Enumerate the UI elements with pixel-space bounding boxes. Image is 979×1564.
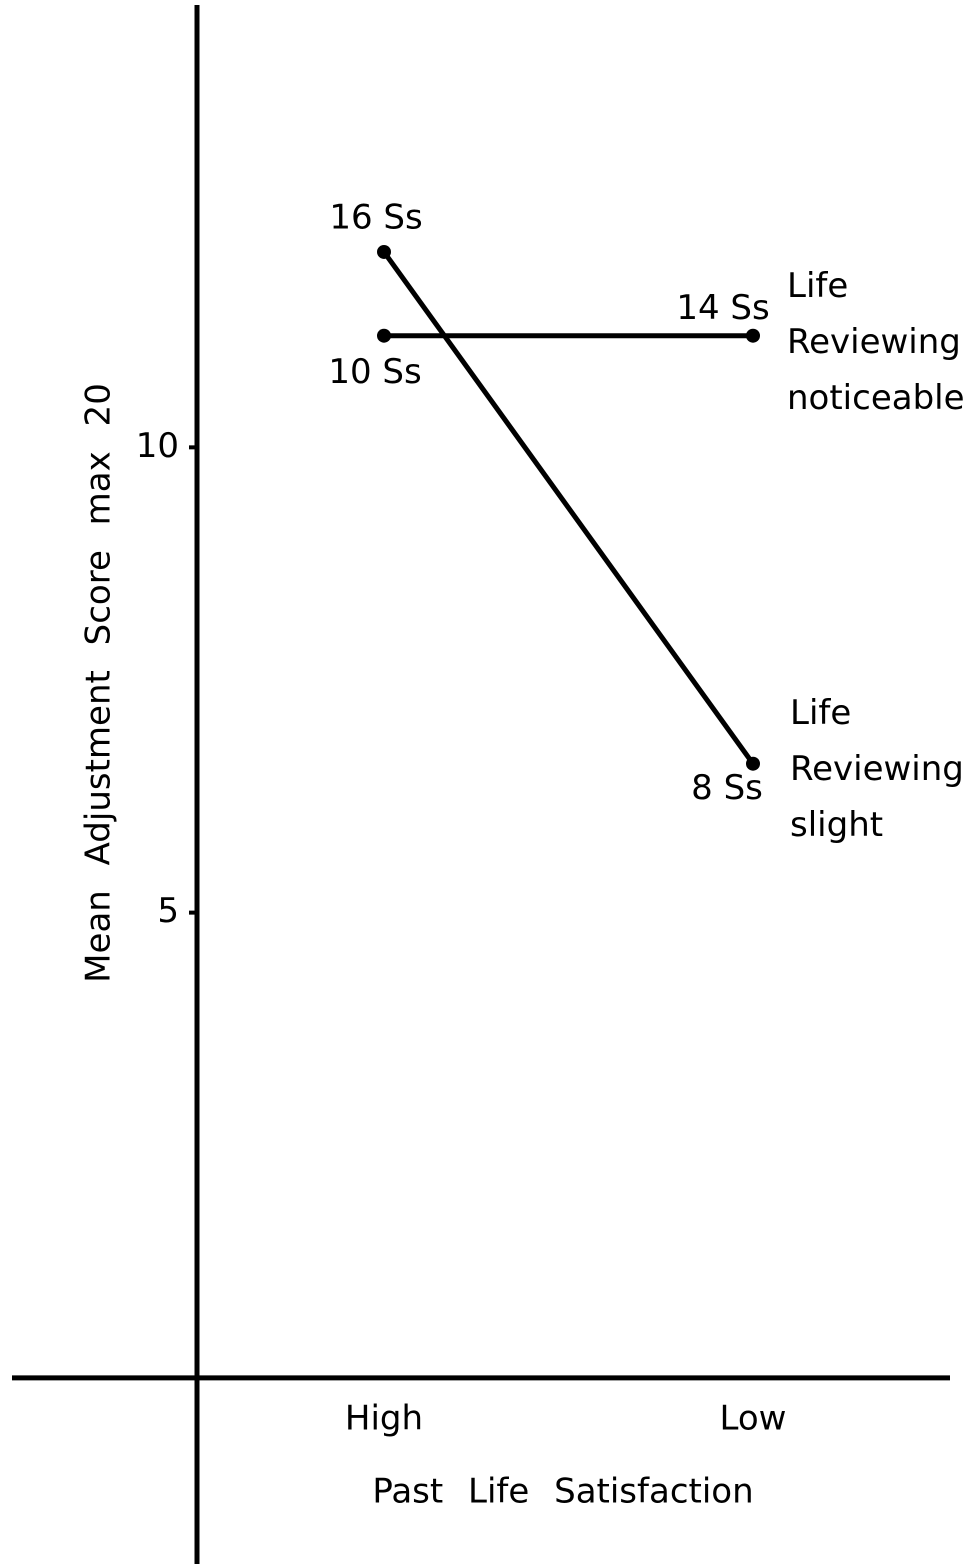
series-line <box>381 250 756 766</box>
point <box>746 328 760 343</box>
point <box>377 328 391 343</box>
x-tick-label: Low <box>720 1399 787 1439</box>
point <box>377 244 391 259</box>
point-label: 14 Ss <box>676 288 769 328</box>
x-tick-label: High <box>345 1399 423 1439</box>
y-axis-label: Mean Adjustment Score max 20 <box>79 383 119 983</box>
y-tick-label: 5 <box>157 891 179 931</box>
point-label: 8 Ss <box>691 768 763 808</box>
series-label: Life Reviewing slight <box>790 693 964 845</box>
series-label: Life Reviewing noticeable <box>787 266 965 418</box>
point-label: 10 Ss <box>328 352 421 392</box>
x-axis-label: Past Life Satisfaction <box>372 1472 753 1512</box>
point-label: 16 Ss <box>329 197 422 237</box>
y-tick-label: 10 <box>136 426 179 466</box>
point <box>746 756 760 771</box>
